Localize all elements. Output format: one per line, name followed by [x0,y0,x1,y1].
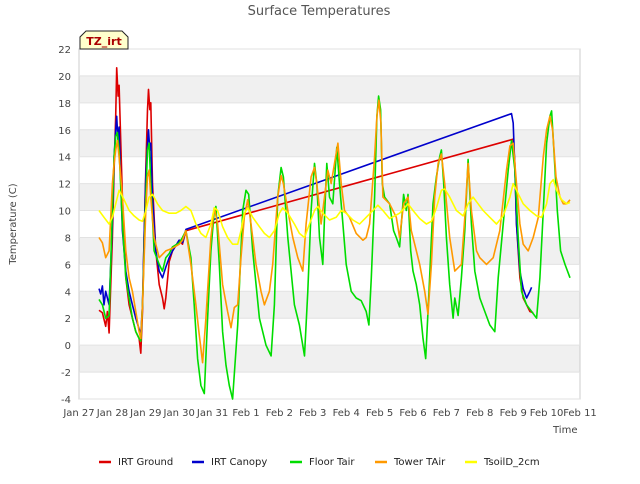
x-axis: Jan 27 Jan 28 Jan 29 Jan 30 Jan 31 Feb 1 Feb 2… [62,408,596,419]
series-lines [98,67,571,400]
y-tick-label: 12 [58,180,71,191]
y-tick-label: 20 [58,72,71,83]
grid-band [79,129,580,157]
y-tick-label: -4 [61,395,71,406]
legend-label: Tower TAir [393,457,446,468]
y-tick-label: 22 [58,45,71,56]
x-tick-label: Feb 4 [333,408,360,419]
grid-band [79,75,580,103]
y-tick-label: 8 [65,233,71,244]
x-tick-label: Jan 31 [196,408,228,419]
legend-label: Floor Tair [309,457,355,468]
grid-band [79,291,580,319]
x-tick-label: Feb 5 [366,408,393,419]
series-line [98,178,571,245]
x-tick-label: Jan 27 [62,408,94,419]
x-tick-label: Feb 8 [466,408,493,419]
legend-label: TsoilD_2cm [483,457,540,468]
legend-label: IRT Canopy [211,457,267,468]
badge-text: TZ_irt [86,35,121,48]
x-tick-label: Feb 7 [433,408,460,419]
legend-label: IRT Ground [118,457,173,468]
grid-band [79,345,580,373]
chart-title: Surface Temperatures [248,4,391,19]
x-tick-label: Jan 30 [163,408,195,419]
x-tick-label: Jan 29 [129,408,161,419]
series-line [98,95,571,400]
x-tick-label: Feb 2 [266,408,293,419]
legend: IRT Ground IRT Canopy Floor Tair Tower TAir… [99,457,540,468]
x-tick-label: Feb 6 [399,408,426,419]
x-axis-label: Time [552,425,577,436]
y-tick-label: 4 [65,287,71,298]
badge-shape [79,30,129,50]
y-tick-label: 10 [58,207,71,218]
series-line [98,99,571,364]
x-tick-label: Feb 9 [500,408,527,419]
series-line [98,67,534,354]
y-axis-label: Temperature (C) [8,183,19,265]
y-tick-label: 6 [65,260,71,271]
x-tick-label: Feb 1 [232,408,259,419]
y-tick-label: -2 [61,368,71,379]
x-tick-label: Feb 10 [530,408,564,419]
x-tick-label: Feb 11 [563,408,597,419]
y-tick-label: 0 [65,341,71,352]
y-tick-label: 18 [58,99,71,110]
x-tick-label: Feb 3 [299,408,326,419]
y-tick-label: 16 [58,126,71,137]
x-tick-label: Jan 28 [96,408,128,419]
y-tick-label: 2 [65,314,71,325]
badge: TZ_irt [79,30,129,50]
y-tick-label: 14 [58,153,71,164]
